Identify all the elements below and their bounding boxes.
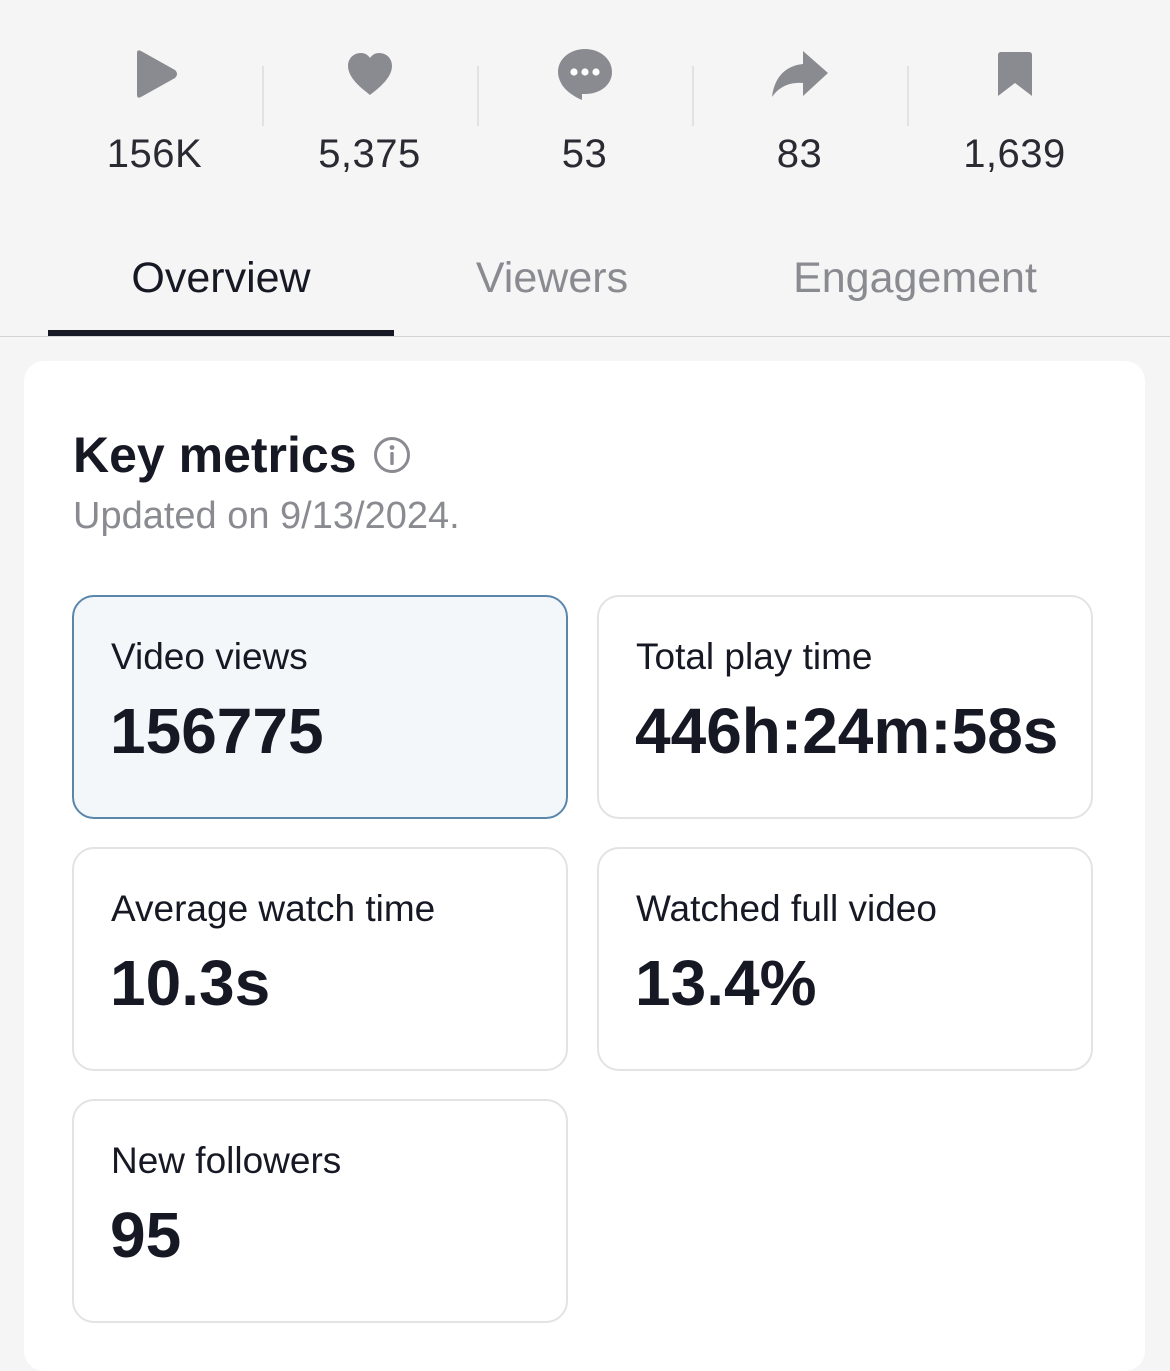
metric-label: Watched full video (636, 888, 937, 929)
updated-date: Updated on 9/13/2024. (73, 495, 460, 537)
metric-value: 446h:24m:58s (635, 695, 1059, 767)
metric-label: New followers (111, 1140, 342, 1181)
tab-overview-label: Overview (131, 254, 311, 302)
tab-viewers-label: Viewers (475, 254, 629, 302)
shares-count: 83 (776, 132, 823, 176)
comments-count: 53 (561, 132, 608, 176)
metric-total-play-time[interactable]: Total play time 446h:24m:58s (597, 595, 1093, 819)
analytics-tabs: Overview Viewers Engagement (0, 228, 1170, 337)
stat-comments: 53 (477, 0, 692, 200)
comment-icon (555, 44, 615, 104)
metric-value: 10.3s (110, 947, 271, 1019)
key-metrics-title: Key metrics (73, 427, 357, 483)
tab-viewers[interactable]: Viewers (394, 228, 710, 336)
stat-likes: 5,375 (262, 0, 477, 200)
saves-count: 1,639 (963, 132, 1066, 176)
bookmark-icon (985, 44, 1045, 104)
metric-value: 95 (110, 1199, 182, 1271)
info-icon[interactable] (373, 436, 411, 474)
video-stats-bar: 156K 5,375 53 83 (47, 0, 1123, 200)
metric-value: 13.4% (635, 947, 817, 1019)
metric-label: Total play time (636, 636, 873, 677)
metric-new-followers[interactable]: New followers 95 (72, 1099, 568, 1323)
tab-overview[interactable]: Overview (48, 228, 394, 336)
metric-video-views[interactable]: Video views 156775 (72, 595, 568, 819)
stat-plays: 156K (47, 0, 262, 200)
heart-icon (340, 44, 400, 104)
metric-watched-full-video[interactable]: Watched full video 13.4% (597, 847, 1093, 1071)
stat-saves: 1,639 (907, 0, 1122, 200)
key-metrics-card: Key metrics Updated on 9/13/2024. Video … (24, 361, 1145, 1371)
tab-engagement-label: Engagement (793, 254, 1037, 302)
likes-count: 5,375 (318, 132, 421, 176)
metric-value: 156775 (110, 695, 324, 767)
plays-count: 156K (106, 132, 203, 176)
stat-shares: 83 (692, 0, 907, 200)
key-metrics-header: Key metrics (73, 425, 411, 485)
metric-label: Video views (111, 636, 308, 677)
share-icon (770, 44, 830, 104)
metric-average-watch-time[interactable]: Average watch time 10.3s (72, 847, 568, 1071)
metric-label: Average watch time (111, 888, 436, 929)
play-icon (125, 44, 185, 104)
tab-engagement[interactable]: Engagement (710, 228, 1120, 336)
